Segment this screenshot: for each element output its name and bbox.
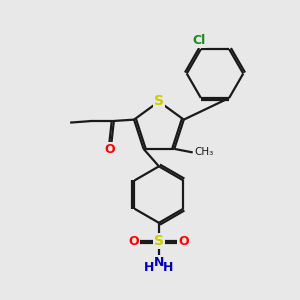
Text: S: S (154, 94, 164, 108)
Text: H: H (144, 262, 154, 275)
Text: Cl: Cl (193, 34, 206, 47)
Text: N: N (154, 256, 164, 268)
Text: O: O (104, 142, 115, 156)
Text: O: O (129, 235, 139, 248)
Text: H: H (163, 262, 174, 275)
Text: CH₃: CH₃ (194, 147, 214, 158)
Text: S: S (154, 234, 164, 248)
Text: O: O (178, 235, 189, 248)
